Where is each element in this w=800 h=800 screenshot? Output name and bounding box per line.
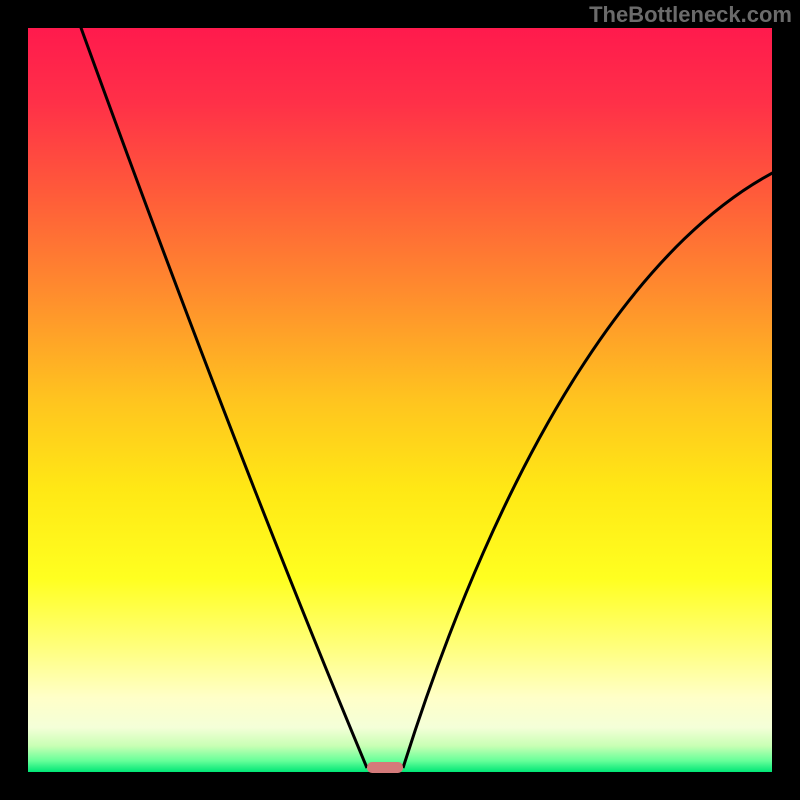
- watermark-text: TheBottleneck.com: [589, 2, 792, 28]
- optimal-marker: [367, 762, 403, 773]
- chart-container: TheBottleneck.com: [0, 0, 800, 800]
- plot-area: [28, 28, 772, 772]
- bottleneck-chart: [0, 0, 800, 800]
